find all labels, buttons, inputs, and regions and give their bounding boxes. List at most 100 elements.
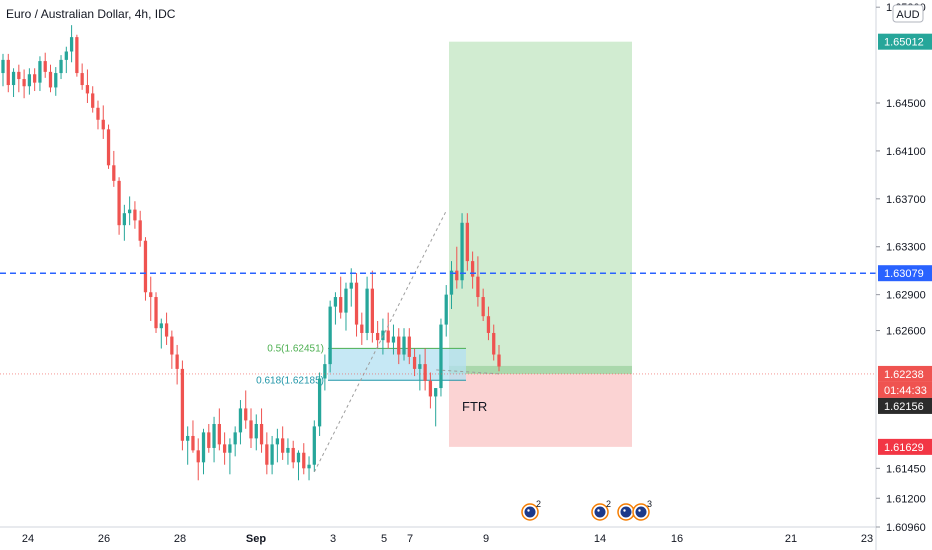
- candle[interactable]: [360, 312, 364, 345]
- candle[interactable]: [376, 320, 380, 349]
- economic-event-icon[interactable]: 3: [632, 499, 652, 521]
- candle[interactable]: [1, 53, 5, 87]
- fib-trend-line[interactable]: [313, 210, 447, 473]
- candle[interactable]: [11, 68, 16, 98]
- candle[interactable]: [222, 432, 227, 465]
- candle[interactable]: [69, 25, 74, 63]
- candle[interactable]: [281, 426, 285, 460]
- candle[interactable]: [180, 360, 185, 451]
- currency-badge[interactable]: AUD: [892, 4, 924, 23]
- candle[interactable]: [175, 344, 179, 385]
- candle[interactable]: [470, 251, 475, 289]
- candle[interactable]: [317, 372, 322, 436]
- candle[interactable]: [449, 261, 454, 310]
- economic-event-icon[interactable]: 2: [521, 499, 541, 521]
- candle[interactable]: [428, 372, 433, 409]
- candle[interactable]: [233, 426, 237, 457]
- candle[interactable]: [423, 348, 427, 391]
- candle[interactable]: [370, 270, 374, 343]
- candle[interactable]: [48, 64, 53, 93]
- candle[interactable]: [323, 354, 327, 391]
- candle[interactable]: [259, 408, 264, 453]
- candle[interactable]: [80, 63, 84, 90]
- candle[interactable]: [275, 428, 280, 463]
- candle[interactable]: [439, 318, 443, 397]
- candle[interactable]: [386, 312, 390, 349]
- time-axis[interactable]: 24 26 28 Sep 3 5 7 9 14 16 21 23: [22, 533, 873, 545]
- candle[interactable]: [265, 432, 269, 475]
- candle[interactable]: [212, 416, 216, 463]
- candle[interactable]: [217, 408, 221, 451]
- candle[interactable]: [476, 256, 480, 307]
- candle[interactable]: [397, 328, 401, 365]
- candle[interactable]: [170, 330, 174, 369]
- candle[interactable]: [106, 124, 111, 169]
- candle[interactable]: [101, 105, 105, 139]
- fibonacci-retracement[interactable]: 0.5(1.62451) 0.618(1.62185): [256, 343, 466, 386]
- candle[interactable]: [117, 177, 121, 235]
- candle[interactable]: [138, 210, 142, 247]
- candle[interactable]: [133, 201, 137, 229]
- candle[interactable]: [391, 324, 396, 355]
- candle[interactable]: [365, 276, 369, 341]
- event-markers[interactable]: 2 2 3: [521, 499, 652, 521]
- candle[interactable]: [296, 450, 301, 481]
- candle[interactable]: [228, 438, 232, 475]
- candle[interactable]: [85, 69, 90, 104]
- candle[interactable]: [286, 438, 290, 465]
- candle[interactable]: [249, 408, 253, 448]
- candle[interactable]: [54, 67, 58, 96]
- candle[interactable]: [354, 273, 359, 337]
- candle[interactable]: [22, 69, 26, 99]
- candle[interactable]: [492, 324, 496, 361]
- candle[interactable]: [333, 292, 338, 325]
- candle[interactable]: [207, 423, 211, 453]
- candle[interactable]: [434, 388, 438, 427]
- candle[interactable]: [154, 292, 158, 333]
- candle[interactable]: [59, 55, 63, 80]
- candle[interactable]: [254, 414, 258, 451]
- candle[interactable]: [91, 86, 95, 113]
- candle[interactable]: [486, 306, 491, 341]
- candles[interactable]: [1, 25, 501, 481]
- candle[interactable]: [244, 390, 248, 429]
- candle[interactable]: [191, 420, 195, 453]
- candle[interactable]: [344, 282, 348, 331]
- candle[interactable]: [143, 237, 148, 301]
- candle[interactable]: [27, 68, 32, 95]
- candle[interactable]: [128, 196, 132, 226]
- candle[interactable]: [38, 56, 42, 92]
- ftr-annotation[interactable]: FTR: [462, 399, 487, 414]
- candle[interactable]: [444, 285, 448, 337]
- candle[interactable]: [75, 34, 79, 77]
- profit-zone[interactable]: [449, 41, 632, 374]
- candle[interactable]: [238, 400, 243, 445]
- candle[interactable]: [460, 213, 464, 289]
- candle[interactable]: [64, 46, 68, 74]
- candle[interactable]: [465, 213, 469, 271]
- candle[interactable]: [96, 100, 100, 130]
- candle[interactable]: [196, 438, 200, 481]
- candle[interactable]: [149, 276, 153, 321]
- candle[interactable]: [159, 318, 163, 349]
- candle[interactable]: [186, 426, 190, 465]
- candle[interactable]: [112, 150, 116, 187]
- candle[interactable]: [328, 300, 332, 373]
- candle[interactable]: [201, 428, 206, 475]
- candle[interactable]: [291, 440, 295, 469]
- candle[interactable]: [349, 268, 353, 307]
- candle[interactable]: [412, 348, 417, 377]
- candle[interactable]: [312, 420, 316, 472]
- candle[interactable]: [497, 344, 501, 372]
- candle[interactable]: [407, 328, 411, 365]
- candle[interactable]: [164, 312, 169, 345]
- candle[interactable]: [122, 204, 126, 241]
- candle[interactable]: [455, 246, 459, 289]
- entry-trend-line[interactable]: [436, 369, 501, 375]
- candle[interactable]: [302, 443, 306, 475]
- economic-event-icon[interactable]: [617, 503, 635, 521]
- candle[interactable]: [402, 328, 406, 361]
- candle[interactable]: [33, 68, 37, 92]
